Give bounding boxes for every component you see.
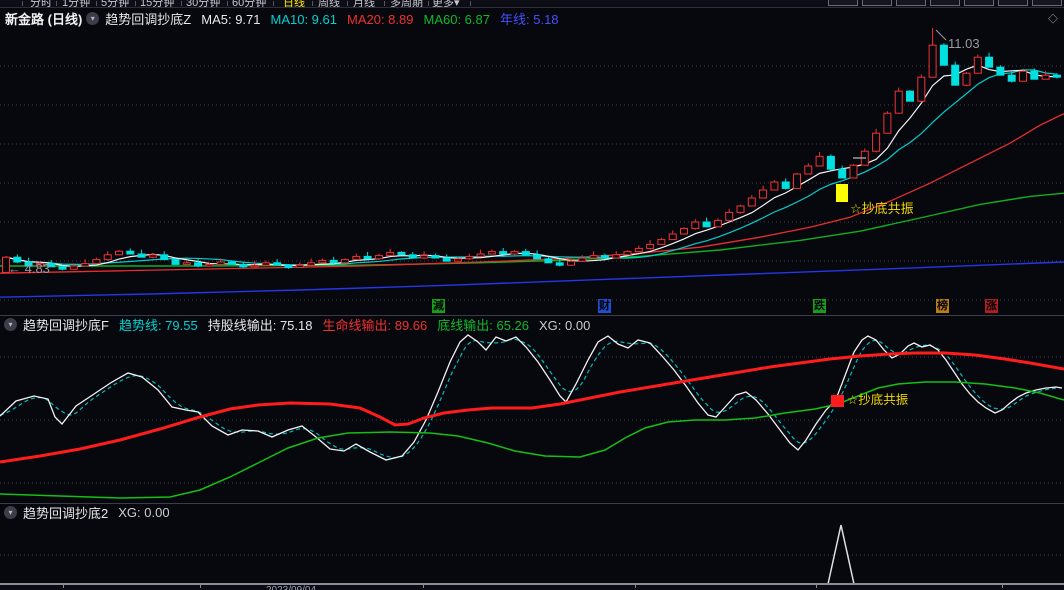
- panel-divider-1: [0, 315, 1064, 316]
- indicator-value: 年线: 5.18: [500, 11, 559, 27]
- axis-tick: [423, 585, 424, 588]
- panel2-header: ▾ 趋势回调抄底F 趋势线: 79.55 持股线输出: 75.18 生命线输出: 8…: [0, 315, 1064, 334]
- period-tab[interactable]: 日线: [283, 0, 305, 8]
- toolbar-separator: [181, 1, 182, 6]
- panel2-indicator-name[interactable]: 趋势回调抄底F: [23, 317, 109, 333]
- axis-tick: [200, 585, 201, 588]
- event-badge[interactable]: 榜: [936, 299, 949, 313]
- toolbar-separator: [273, 1, 274, 6]
- title-bar: 新金路 (日线) ▾ 趋势回调抄底Z MA5: 9.71 MA10: 9.61 MA…: [0, 7, 1064, 29]
- period-tab[interactable]: 多周期: [390, 0, 423, 8]
- period-tab[interactable]: 30分钟: [186, 0, 221, 8]
- indicator-value: XG: 0.00: [539, 317, 591, 333]
- period-tab[interactable]: 周线: [318, 0, 340, 8]
- indicator-value: 趋势线: 79.55: [118, 317, 198, 333]
- period-tab[interactable]: 月线: [353, 0, 375, 8]
- toolbar-separator: [470, 1, 471, 6]
- toolbar-separator: [96, 1, 97, 6]
- indicator-value: 底线输出: 65.26: [437, 317, 530, 333]
- candles: [2, 28, 1061, 273]
- toolbar-separator: [22, 1, 23, 6]
- toolbar-button[interactable]: [930, 0, 960, 6]
- toolbar-separator: [312, 1, 313, 6]
- panel3-header: ▾ 趋势回调抄底2 XG: 0.00: [0, 504, 1064, 521]
- axis-tick: [63, 585, 64, 588]
- trend-indicator-chart[interactable]: ☆抄底共振: [0, 332, 1064, 503]
- panel2-indicator-values: 趋势线: 79.55 持股线输出: 75.18 生命线输出: 89.66 底线输出: …: [109, 315, 590, 334]
- period-tab[interactable]: 更多▾: [432, 0, 460, 8]
- indicator-value: MA20: 8.89: [347, 11, 414, 27]
- indicator-value: 生命线输出: 89.66: [322, 317, 428, 333]
- svg-text:☆抄底共振: ☆抄底共振: [850, 201, 914, 216]
- svg-text:← 4.83: ← 4.83: [8, 261, 50, 276]
- chevron-down-icon[interactable]: ▾: [4, 505, 17, 519]
- toolbar-button[interactable]: [964, 0, 994, 6]
- toolbar-button[interactable]: [896, 0, 926, 6]
- toolbar-button[interactable]: [862, 0, 892, 6]
- axis-date-label: 2023/09/04: [266, 585, 316, 590]
- axis-tick: [635, 585, 636, 588]
- date-axis[interactable]: 2023/09/04: [0, 584, 1064, 590]
- panel3-indicator-name[interactable]: 趋势回调抄底2: [23, 505, 109, 521]
- indicator-value: MA60: 6.87: [423, 11, 491, 27]
- axis-tick: [1002, 585, 1003, 588]
- event-badge[interactable]: 涨: [985, 299, 998, 313]
- event-badge[interactable]: 财: [598, 299, 611, 313]
- period-tab[interactable]: 60分钟: [232, 0, 267, 8]
- toolbar-separator: [56, 1, 57, 6]
- axis-tick: [816, 585, 817, 588]
- indicator-value: MA5: 9.71: [201, 11, 261, 27]
- indicator-value: XG: 0.00: [118, 504, 170, 520]
- main-indicator-values: MA5: 9.71 MA10: 9.61 MA20: 8.89 MA60: 6.87 年…: [191, 9, 558, 28]
- svg-text:☆抄底共振: ☆抄底共振: [847, 392, 909, 407]
- signal-spike: [827, 524, 855, 584]
- toolbar-button[interactable]: [828, 0, 858, 6]
- toolbar-separator: [428, 1, 429, 6]
- diamond-icon[interactable]: ◇: [1048, 10, 1058, 25]
- toolbar-separator: [384, 1, 385, 6]
- svg-text:11.03: 11.03: [948, 36, 980, 51]
- buy-signal-marker[interactable]: [836, 184, 848, 202]
- toolbar-button[interactable]: [998, 0, 1028, 6]
- indicator-value: MA10: 9.61: [270, 11, 338, 27]
- panel3-indicator-values: XG: 0.00: [108, 505, 169, 520]
- period-toolbar: 分时 1分钟 5分钟 15分钟 30分钟 60分钟 日线 周线 月线 多周期 更多▾: [0, 0, 1064, 8]
- toolbar-separator: [347, 1, 348, 6]
- indicator-value: 持股线输出: 75.18: [207, 317, 313, 333]
- period-tab[interactable]: 15分钟: [140, 0, 175, 8]
- chevron-down-icon[interactable]: ▾: [86, 11, 100, 25]
- event-badge[interactable]: 跌: [813, 299, 826, 313]
- period-tab[interactable]: 分时: [30, 0, 52, 8]
- panel-divider-2: [0, 503, 1064, 504]
- signal-spike-chart[interactable]: [0, 520, 1064, 584]
- bottom-signal-marker[interactable]: [831, 395, 844, 407]
- main-indicator-name[interactable]: 趋势回调抄底Z: [105, 11, 192, 27]
- period-tab[interactable]: 5分钟: [101, 0, 130, 8]
- main-candlestick-chart[interactable]: ☆抄底共振 11.03 ← 4.83: [0, 28, 1064, 315]
- toolbar-separator: [135, 1, 136, 6]
- event-badge[interactable]: 減: [432, 299, 445, 313]
- chevron-down-icon[interactable]: ▾: [4, 317, 17, 331]
- period-tab[interactable]: 1分钟: [62, 0, 91, 8]
- toolbar-button[interactable]: [1032, 0, 1062, 6]
- stock-title: 新金路 (日线): [5, 11, 83, 27]
- toolbar-separator: [227, 1, 228, 6]
